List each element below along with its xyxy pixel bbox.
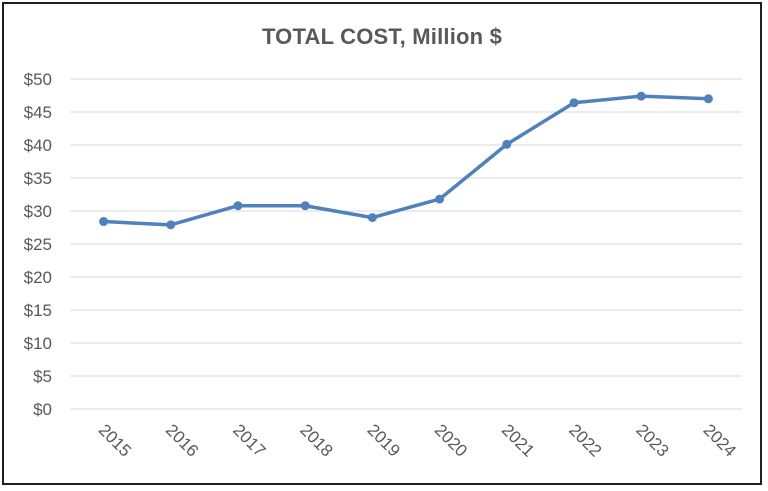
gridlines [70, 78, 742, 410]
data-point [435, 194, 445, 204]
x-axis-tick-labels: 2015 2016 2017 2018 2019 2020 2021 2022 2023 2024 [95, 420, 740, 460]
y-axis-tick-labels: $0 $5 $10 $15 $20 $25 $30 $35 $40 $45 $50 [24, 70, 52, 419]
data-point [233, 201, 243, 211]
data-point [99, 217, 109, 227]
x-tick-label: 2017 [229, 420, 269, 460]
data-point [502, 139, 512, 149]
x-tick-label: 2015 [95, 420, 135, 460]
x-tick-label: 2021 [498, 420, 538, 460]
y-tick-label: $0 [33, 400, 52, 419]
y-tick-label: $5 [33, 367, 52, 386]
data-point [367, 213, 377, 223]
data-point [703, 94, 713, 104]
x-tick-label: 2024 [700, 420, 740, 460]
y-tick-label: $45 [24, 103, 52, 122]
y-tick-label: $20 [24, 268, 52, 287]
y-tick-label: $40 [24, 136, 52, 155]
x-tick-label: 2019 [364, 420, 404, 460]
x-tick-label: 2022 [565, 420, 605, 460]
series-line [101, 94, 711, 227]
x-tick-label: 2020 [431, 420, 471, 460]
x-tick-label: 2016 [162, 420, 202, 460]
x-tick-label: 2023 [632, 420, 672, 460]
data-point [636, 91, 646, 101]
y-tick-label: $10 [24, 334, 52, 353]
data-point [166, 220, 176, 230]
data-point [569, 98, 579, 108]
data-point [300, 201, 310, 211]
y-tick-label: $15 [24, 301, 52, 320]
y-tick-label: $35 [24, 169, 52, 188]
series-total-cost [99, 91, 713, 230]
y-tick-label: $30 [24, 202, 52, 221]
y-tick-label: $50 [24, 70, 52, 89]
x-tick-label: 2018 [296, 420, 336, 460]
y-tick-label: $25 [24, 235, 52, 254]
chart-title: TOTAL COST, Million $ [261, 24, 503, 49]
